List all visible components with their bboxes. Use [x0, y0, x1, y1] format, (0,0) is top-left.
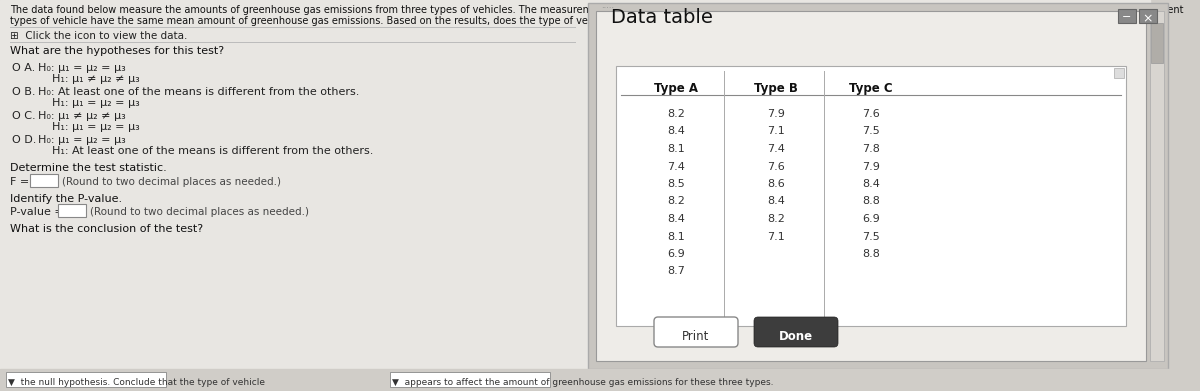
Text: 8.5: 8.5 [667, 179, 685, 189]
Text: 8.2: 8.2 [767, 214, 785, 224]
Text: ×: × [1142, 12, 1153, 25]
Text: H₁: μ₁ ≠ μ₂ ≠ μ₃: H₁: μ₁ ≠ μ₂ ≠ μ₃ [52, 74, 139, 84]
FancyBboxPatch shape [754, 317, 838, 347]
Text: 8.6: 8.6 [767, 179, 785, 189]
Text: O C.: O C. [12, 111, 36, 121]
Text: Print: Print [683, 330, 709, 343]
Text: 7.8: 7.8 [862, 144, 880, 154]
Text: H₀: μ₁ ≠ μ₂ ≠ μ₃: H₀: μ₁ ≠ μ₂ ≠ μ₃ [38, 111, 126, 121]
Text: O D.: O D. [12, 135, 36, 145]
Text: 8.7: 8.7 [667, 267, 685, 276]
Bar [1150, 11, 1164, 361]
Text: What is the conclusion of the test?: What is the conclusion of the test? [10, 224, 203, 234]
Text: 8.1: 8.1 [667, 144, 685, 154]
Text: 8.1: 8.1 [667, 231, 685, 242]
Bar [1151, 23, 1163, 63]
Text: ▼  the null hypothesis. Conclude that the type of vehicle: ▼ the null hypothesis. Conclude that the… [8, 378, 265, 387]
Text: 6.9: 6.9 [862, 214, 880, 224]
Text: 7.4: 7.4 [767, 144, 785, 154]
Text: H₁: μ₁ = μ₂ = μ₃: H₁: μ₁ = μ₂ = μ₃ [52, 122, 139, 132]
Text: H₀: μ₁ = μ₂ = μ₃: H₀: μ₁ = μ₂ = μ₃ [38, 63, 126, 73]
Text: The data found below measure the amounts of greenhouse gas emissions from three : The data found below measure the amounts… [10, 5, 1183, 15]
Text: 7.5: 7.5 [862, 127, 880, 136]
Bar [1118, 9, 1136, 23]
Text: 8.8: 8.8 [862, 197, 880, 206]
Bar [6, 372, 166, 387]
Text: 7.4: 7.4 [667, 161, 685, 172]
Text: H₀: At least one of the means is different from the others.: H₀: At least one of the means is differe… [38, 87, 359, 97]
Text: (Round to two decimal places as needed.): (Round to two decimal places as needed.) [62, 177, 281, 187]
Bar [1114, 68, 1124, 78]
Text: .....: ..... [601, 1, 614, 10]
Text: Type C: Type C [850, 82, 893, 95]
Text: 7.6: 7.6 [862, 109, 880, 119]
Bar [596, 11, 1146, 361]
Text: 8.4: 8.4 [667, 127, 685, 136]
Text: P-value =: P-value = [10, 207, 64, 217]
Text: ▼  appears to affect the amount of greenhouse gas emissions for these three type: ▼ appears to affect the amount of greenh… [392, 378, 774, 387]
Bar [390, 372, 550, 387]
Text: 8.4: 8.4 [767, 197, 785, 206]
Bar [30, 174, 58, 187]
Text: 8.4: 8.4 [667, 214, 685, 224]
Bar [58, 204, 86, 217]
Text: 7.6: 7.6 [767, 161, 785, 172]
Text: types of vehicle have the same mean amount of greenhouse gas emissions. Based on: types of vehicle have the same mean amou… [10, 16, 904, 26]
Text: (Round to two decimal places as needed.): (Round to two decimal places as needed.) [90, 207, 310, 217]
Text: H₀: μ₁ = μ₂ = μ₃: H₀: μ₁ = μ₂ = μ₃ [38, 135, 126, 145]
Text: F =: F = [10, 177, 29, 187]
Text: 8.2: 8.2 [667, 197, 685, 206]
Text: −: − [1122, 12, 1132, 22]
Text: 7.1: 7.1 [767, 127, 785, 136]
Text: 7.5: 7.5 [862, 231, 880, 242]
Bar [588, 3, 1168, 369]
Text: Type B: Type B [754, 82, 798, 95]
Text: Identify the P-value.: Identify the P-value. [10, 194, 122, 204]
Text: H₁: At least one of the means is different from the others.: H₁: At least one of the means is differe… [52, 146, 373, 156]
Text: 8.8: 8.8 [862, 249, 880, 259]
Text: O B.: O B. [12, 87, 36, 97]
Text: H₁: μ₁ = μ₂ = μ₃: H₁: μ₁ = μ₂ = μ₃ [52, 98, 139, 108]
FancyBboxPatch shape [654, 317, 738, 347]
Text: 7.9: 7.9 [862, 161, 880, 172]
Text: ⊞  Click the icon to view the data.: ⊞ Click the icon to view the data. [10, 31, 187, 41]
Text: 6.9: 6.9 [667, 249, 685, 259]
Text: Determine the test statistic.: Determine the test statistic. [10, 163, 167, 173]
Text: 7.1: 7.1 [767, 231, 785, 242]
Text: 8.4: 8.4 [862, 179, 880, 189]
Bar [1139, 9, 1157, 23]
Text: Type A: Type A [654, 82, 698, 95]
Bar [0, 369, 1200, 391]
Text: O A.: O A. [12, 63, 35, 73]
Bar [616, 66, 1126, 326]
Text: Data table: Data table [611, 8, 713, 27]
Text: Done: Done [779, 330, 814, 343]
Text: 8.2: 8.2 [667, 109, 685, 119]
Text: What are the hypotheses for this test?: What are the hypotheses for this test? [10, 46, 224, 56]
Text: 7.9: 7.9 [767, 109, 785, 119]
